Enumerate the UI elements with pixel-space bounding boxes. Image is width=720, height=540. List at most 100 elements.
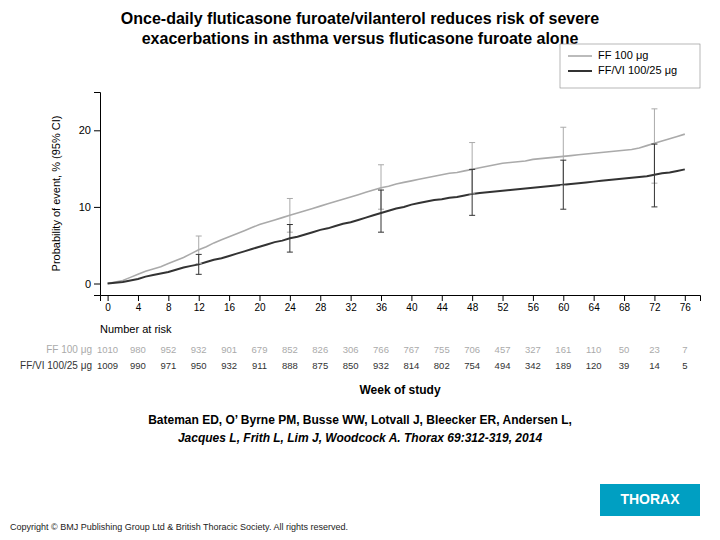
x-tick-label: 60 (558, 302, 570, 313)
x-tick: 56 (528, 295, 540, 313)
x-tick-mark (503, 295, 504, 301)
x-tick: 12 (194, 295, 206, 313)
x-tick-mark (108, 295, 109, 301)
x-tick: 28 (315, 295, 327, 313)
x-tick-mark (594, 295, 595, 301)
at-risk-value: 875 (312, 360, 328, 371)
legend-label: FF/VI 100/25 μg (598, 64, 677, 76)
x-tick-mark (624, 295, 625, 301)
at-risk-value: 189 (555, 360, 571, 371)
x-tick: 44 (437, 295, 449, 313)
at-risk-value: 901 (221, 344, 237, 355)
x-tick-mark (533, 295, 534, 301)
at-risk-row-label: FF 100 μg (46, 344, 92, 355)
y-tick-mark (94, 207, 100, 208)
at-risk-value: 50 (619, 344, 630, 355)
x-tick: 32 (346, 295, 358, 313)
x-tick-label: 68 (619, 302, 631, 313)
x-tick: 64 (589, 295, 601, 313)
at-risk-value: 306 (343, 344, 359, 355)
legend-swatch (568, 55, 592, 57)
at-risk-value: 1010 (97, 344, 118, 355)
x-tick: 36 (376, 295, 388, 313)
error-bar (651, 144, 657, 207)
error-bar (378, 190, 384, 232)
error-bar (469, 169, 475, 215)
at-risk-header: Number at risk (100, 323, 172, 335)
x-tick-label: 48 (467, 302, 479, 313)
x-tick: 24 (285, 295, 297, 313)
chart: Once-daily fluticasone furoate/vilantero… (0, 0, 720, 540)
x-tick-label: 36 (376, 302, 388, 313)
x-axis: 0481216202428323640444852566064687276 (101, 295, 701, 313)
at-risk-value: 932 (191, 344, 207, 355)
at-risk-value: 850 (343, 360, 359, 371)
x-tick-mark (442, 295, 443, 301)
citation: Jacques L, Frith L, Lim J, Woodcock A. T… (178, 431, 542, 445)
title: Once-daily fluticasone furoate/vilantero… (121, 10, 600, 27)
x-tick-mark (259, 295, 260, 301)
x-tick-label: 72 (649, 302, 661, 313)
at-risk-value: 932 (221, 360, 237, 371)
at-risk-value: 952 (160, 344, 176, 355)
legend-label: FF 100 μg (598, 49, 648, 61)
x-tick-label: 12 (194, 302, 206, 313)
x-tick: 68 (619, 295, 631, 313)
y-axis: 01020 (79, 93, 101, 296)
journal-box-label: THORAX (620, 491, 680, 507)
at-risk-value: 802 (434, 360, 450, 371)
x-tick-mark (381, 295, 382, 301)
x-tick: 20 (254, 295, 266, 313)
at-risk-value: 342 (525, 360, 541, 371)
x-axis-line (101, 296, 701, 302)
x-tick-label: 32 (346, 302, 358, 313)
citation: Bateman ED, O’ Byrne PM, Busse WW, Lotva… (148, 413, 572, 427)
error-bar (560, 160, 566, 209)
x-tick-label: 8 (166, 302, 172, 313)
y-tick: 10 (79, 201, 100, 213)
at-risk-value: 494 (495, 360, 511, 371)
error-bar (196, 254, 202, 274)
x-tick-mark (654, 295, 655, 301)
journal-box (600, 484, 700, 516)
x-tick-label: 24 (285, 302, 297, 313)
x-tick-mark (199, 295, 200, 301)
y-tick-label: 0 (85, 278, 91, 290)
at-risk-value: 766 (373, 344, 389, 355)
plot-area (108, 109, 685, 284)
at-risk-value: 706 (464, 344, 480, 355)
at-risk-value: 39 (619, 360, 630, 371)
at-risk-value: 932 (373, 360, 389, 371)
x-tick: 72 (649, 295, 661, 313)
error-bar (287, 225, 293, 253)
y-axis-title: Probability of event, % (95% CI) (50, 116, 62, 272)
at-risk-value: 120 (586, 360, 602, 371)
x-tick-mark (472, 295, 473, 301)
x-tick-mark (351, 295, 352, 301)
series-line (108, 134, 685, 283)
y-tick-mark (94, 284, 100, 285)
x-tick-label: 20 (254, 302, 266, 313)
at-risk-value: 767 (403, 344, 419, 355)
x-tick-mark (138, 295, 139, 301)
x-tick: 40 (406, 295, 418, 313)
at-risk-value: 814 (403, 360, 419, 371)
at-risk-value: 852 (282, 344, 298, 355)
x-tick-label: 16 (224, 302, 236, 313)
y-tick-mark (94, 130, 100, 131)
x-tick: 76 (680, 295, 692, 313)
copyright: Copyright © BMJ Publishing Group Ltd & B… (10, 522, 348, 532)
at-risk-value: 679 (252, 344, 268, 355)
at-risk-value: 7 (682, 344, 687, 355)
y-tick: 0 (85, 278, 100, 290)
x-tick-mark (563, 295, 564, 301)
at-risk-value: 5 (682, 360, 687, 371)
series-line (108, 169, 685, 283)
x-tick: 60 (558, 295, 570, 313)
at-risk-value: 990 (130, 360, 146, 371)
x-tick-label: 28 (315, 302, 327, 313)
at-risk-value: 14 (649, 360, 660, 371)
x-tick-mark (290, 295, 291, 301)
at-risk-value: 23 (649, 344, 660, 355)
title: exacerbations in asthma versus fluticaso… (142, 30, 579, 47)
